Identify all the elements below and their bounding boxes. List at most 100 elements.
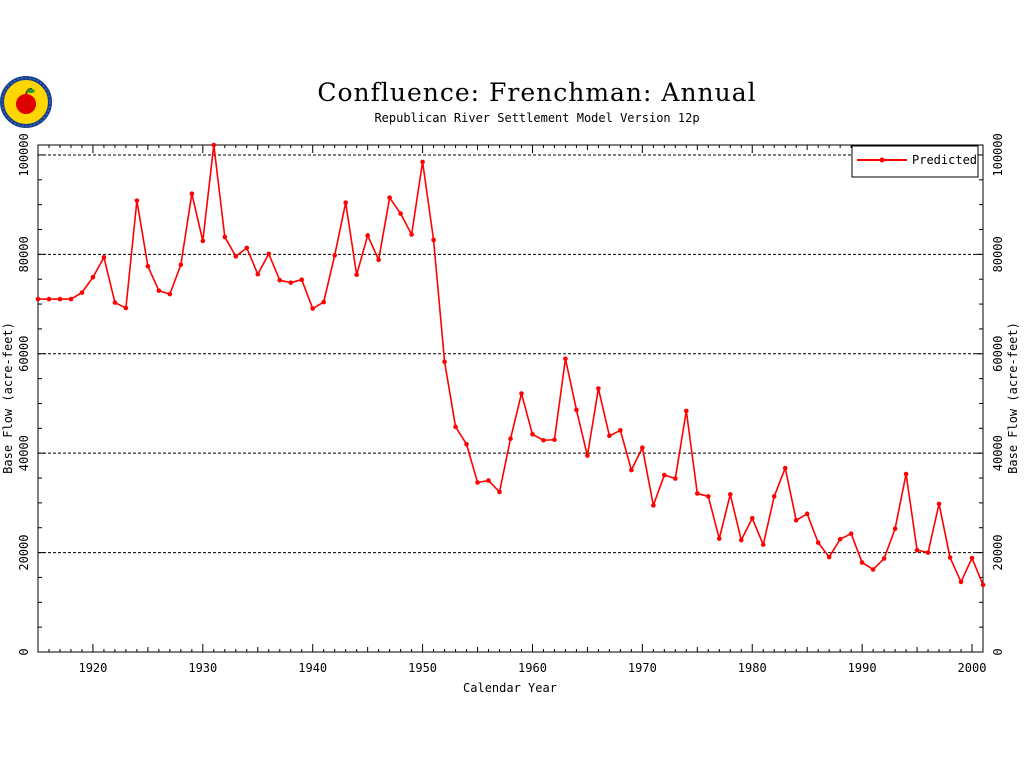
data-point xyxy=(442,359,447,365)
y-tick-label: 40000 xyxy=(17,435,31,471)
data-point xyxy=(760,542,766,547)
data-point xyxy=(365,233,370,238)
data-point xyxy=(145,263,151,269)
data-point xyxy=(716,536,722,541)
data-point xyxy=(409,232,414,237)
y-axis-label-right: Base Flow (acre-feet) xyxy=(1006,322,1020,474)
legend-marker xyxy=(879,157,885,163)
data-point xyxy=(321,299,326,305)
y-axis-left: 0 20000 40000 60000 80000 100000 xyxy=(17,133,45,656)
data-point xyxy=(673,476,678,481)
data-point xyxy=(881,556,887,561)
data-point xyxy=(123,305,129,311)
data-point xyxy=(607,433,612,439)
data-point xyxy=(112,300,118,305)
data-point xyxy=(870,567,876,572)
data-point xyxy=(629,467,634,473)
data-point xyxy=(266,251,272,257)
data-point xyxy=(497,489,502,495)
x-tick-label: 1950 xyxy=(408,661,437,675)
data-point xyxy=(508,436,513,442)
x-tick-label: 1920 xyxy=(78,661,107,675)
y-tick-label: 60000 xyxy=(991,336,1005,372)
data-point xyxy=(936,501,942,507)
agency-logo xyxy=(0,76,52,128)
data-point xyxy=(233,254,239,259)
data-point xyxy=(398,211,403,216)
data-point xyxy=(79,290,85,295)
data-point xyxy=(178,262,184,268)
data-point xyxy=(662,472,667,478)
y-tick-label: 0 xyxy=(17,648,31,655)
data-point xyxy=(68,296,74,302)
x-tick-label: 2000 xyxy=(958,661,987,675)
data-point xyxy=(277,277,283,283)
data-point xyxy=(343,200,348,205)
data-point xyxy=(771,494,777,499)
y-tick-label: 20000 xyxy=(17,535,31,571)
data-point xyxy=(57,296,63,302)
series-line xyxy=(38,144,984,586)
data-point xyxy=(574,407,579,413)
data-point xyxy=(738,537,744,543)
data-point xyxy=(815,540,821,545)
data-point xyxy=(46,296,52,302)
data-point xyxy=(35,296,41,302)
data-point xyxy=(541,437,546,443)
plot-frame xyxy=(37,144,984,653)
data-point xyxy=(211,142,217,148)
data-point xyxy=(288,280,294,285)
data-point xyxy=(596,386,601,391)
legend: Predicted xyxy=(851,145,979,178)
data-point xyxy=(958,579,964,585)
data-point xyxy=(255,271,261,277)
data-point xyxy=(299,277,305,283)
data-point xyxy=(310,306,316,311)
data-point xyxy=(376,257,381,263)
data-point xyxy=(947,555,953,560)
data-point xyxy=(804,511,810,517)
data-point xyxy=(189,191,195,197)
y-tick-label: 20000 xyxy=(991,535,1005,571)
data-point xyxy=(585,453,590,458)
data-point xyxy=(969,555,975,561)
data-point xyxy=(90,274,96,280)
y-tick-label: 60000 xyxy=(17,336,31,372)
y-tick-label: 80000 xyxy=(991,236,1005,272)
data-point xyxy=(552,437,557,443)
chart-subtitle: Republican River Settlement Model Versio… xyxy=(374,111,700,125)
data-point xyxy=(486,478,491,483)
x-tick-label: 1990 xyxy=(848,661,877,675)
data-point xyxy=(705,494,711,499)
data-point xyxy=(332,253,337,258)
data-point xyxy=(826,554,832,560)
data-point xyxy=(387,195,392,200)
y-tick-label: 80000 xyxy=(17,236,31,272)
data-point xyxy=(354,272,359,278)
data-point xyxy=(892,526,898,532)
series-layer xyxy=(35,142,986,588)
legend-label: Predicted xyxy=(912,153,977,167)
y-axis-right: 0 20000 40000 60000 80000 100000 xyxy=(976,133,1005,656)
data-point xyxy=(134,198,140,203)
data-point xyxy=(859,560,865,565)
data-point xyxy=(727,492,733,497)
data-point xyxy=(640,445,645,451)
data-point xyxy=(749,515,755,521)
data-point xyxy=(431,237,436,243)
data-point xyxy=(914,547,920,553)
data-point xyxy=(156,288,162,293)
x-tick-label: 1930 xyxy=(188,661,217,675)
x-tick-label: 1960 xyxy=(518,661,547,675)
data-point xyxy=(563,356,568,362)
data-point xyxy=(453,424,458,430)
data-point xyxy=(618,428,623,433)
gridlines xyxy=(38,154,983,554)
legend-box xyxy=(851,145,979,178)
data-point xyxy=(695,491,700,496)
y-tick-label: 100000 xyxy=(17,133,31,176)
data-point xyxy=(980,582,986,588)
y-tick-label: 100000 xyxy=(991,133,1005,176)
y-tick-label: 40000 xyxy=(991,435,1005,471)
data-point xyxy=(793,517,799,523)
